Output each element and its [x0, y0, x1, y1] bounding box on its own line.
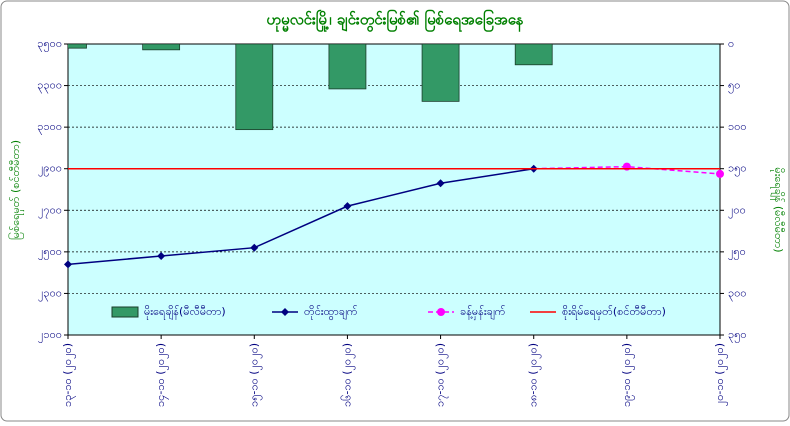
y-tick-label: ၂၉၀၀ — [38, 162, 62, 177]
x-tick-label: ၁၅-၁၀ (၂၀၂၀) — [247, 343, 262, 407]
x-tick-label: ၁၃-၁၀ (၂၀၂၀) — [61, 343, 76, 407]
marker — [250, 243, 259, 252]
x-tick-label: ၁၆-၁၀ (၂၀၂၀) — [340, 343, 355, 407]
x-tick-label: ၂၀-၁၀ (၂၀၂၀) — [713, 343, 728, 406]
y-tick-label: ၃၅၀၀ — [37, 37, 62, 52]
bar — [235, 44, 274, 131]
y2-tick-label: ၅၀ — [728, 79, 740, 94]
y2-tick-label: ၂၅၀ — [728, 245, 746, 260]
x-tick-label: ၁၉-၁၀ (၂၀၂၀) — [620, 343, 635, 407]
legend-marker — [437, 308, 445, 316]
y2-tick-label: ၂၀၀ — [728, 203, 746, 218]
marker — [64, 260, 72, 269]
y-tick-label: ၃၃၀၀ — [37, 79, 62, 94]
y2-tick-label: ၁၅၀ — [728, 162, 747, 177]
y2-tick-label: ၃၀၀ — [728, 286, 747, 301]
legend-label: ခန့်မှန်းချက် — [460, 305, 506, 320]
y-tick-label: ၂၅၀၀ — [38, 245, 62, 260]
y-axis-label: မြစ်ရေမှတ် (စင်တီမီတာ) — [8, 140, 24, 240]
legend-label: စိုးရိမ်ရေမှတ်(စင်တီမီတာ) — [562, 305, 666, 320]
bar — [142, 44, 181, 51]
y2-tick-label: ၀ — [728, 37, 734, 50]
line — [68, 167, 534, 266]
legend-label: မိုးရေချိန်(မီလီမီတာ) — [144, 305, 226, 320]
y-tick-label: ၃၁၀၀ — [37, 120, 62, 135]
marker — [343, 202, 352, 211]
y2-tick-label: ၃၅၀ — [728, 328, 747, 343]
y2-tick-label: ၁၀၀ — [728, 120, 747, 133]
x-tick-label: ၁၇-၁၀ (၂၀၂၀) — [434, 343, 449, 407]
series-group — [68, 44, 720, 266]
x-tick-label: ၁၄-၁၀ (၂၀၂၀) — [154, 343, 169, 407]
marker — [157, 252, 166, 261]
bar — [421, 44, 460, 102]
plot-area — [67, 43, 721, 336]
legend-label: တိုင်းထွာချက် — [304, 305, 358, 320]
bar — [514, 44, 553, 66]
marker — [436, 179, 445, 188]
marker — [716, 169, 724, 178]
bar — [328, 44, 367, 90]
legend-swatch — [111, 306, 139, 318]
y-tick-label: ၂၇၀၀ — [38, 203, 62, 218]
y-tick-label: ၂၃၀၀ — [38, 286, 62, 301]
legend-marker — [281, 308, 289, 316]
x-tick-label: ၁၈-၁၀ (၂၀၂၀) — [527, 343, 542, 407]
y2-axis-label: မိုးရေချိန် (မီလီမီတာ) — [770, 167, 785, 252]
y-tick-label: ၂၁၀၀ — [38, 328, 62, 343]
line — [533, 165, 720, 175]
bar — [68, 44, 87, 49]
